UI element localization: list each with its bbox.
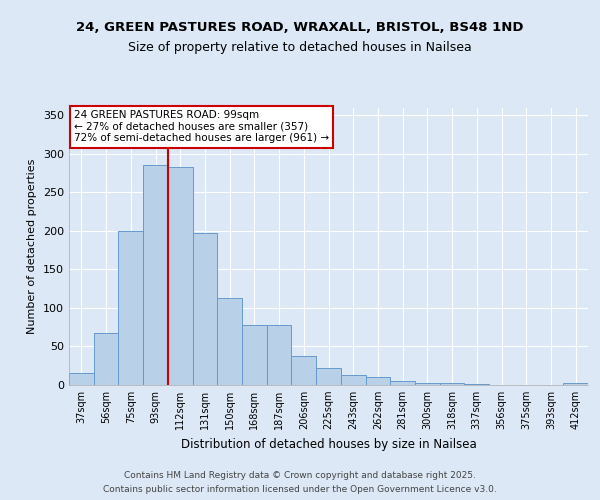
Bar bbox=[168, 167, 193, 385]
Text: Size of property relative to detached houses in Nailsea: Size of property relative to detached ho… bbox=[128, 41, 472, 54]
Text: Contains HM Land Registry data © Crown copyright and database right 2025.: Contains HM Land Registry data © Crown c… bbox=[124, 472, 476, 480]
Text: 24 GREEN PASTURES ROAD: 99sqm
← 27% of detached houses are smaller (357)
72% of : 24 GREEN PASTURES ROAD: 99sqm ← 27% of d… bbox=[74, 110, 329, 144]
Bar bbox=[365, 378, 390, 385]
Bar bbox=[341, 375, 365, 385]
Bar bbox=[292, 356, 316, 385]
Text: Contains public sector information licensed under the Open Government Licence v3: Contains public sector information licen… bbox=[103, 484, 497, 494]
Bar bbox=[69, 374, 94, 385]
Bar bbox=[464, 384, 489, 385]
Bar bbox=[193, 233, 217, 385]
Bar bbox=[217, 298, 242, 385]
Bar bbox=[563, 384, 588, 385]
Bar bbox=[118, 231, 143, 385]
Y-axis label: Number of detached properties: Number of detached properties bbox=[28, 158, 37, 334]
Bar bbox=[267, 325, 292, 385]
Text: 24, GREEN PASTURES ROAD, WRAXALL, BRISTOL, BS48 1ND: 24, GREEN PASTURES ROAD, WRAXALL, BRISTO… bbox=[76, 21, 524, 34]
Bar bbox=[440, 384, 464, 385]
X-axis label: Distribution of detached houses by size in Nailsea: Distribution of detached houses by size … bbox=[181, 438, 476, 450]
Bar bbox=[242, 325, 267, 385]
Bar bbox=[143, 166, 168, 385]
Bar bbox=[316, 368, 341, 385]
Bar bbox=[94, 332, 118, 385]
Bar bbox=[390, 381, 415, 385]
Bar bbox=[415, 382, 440, 385]
